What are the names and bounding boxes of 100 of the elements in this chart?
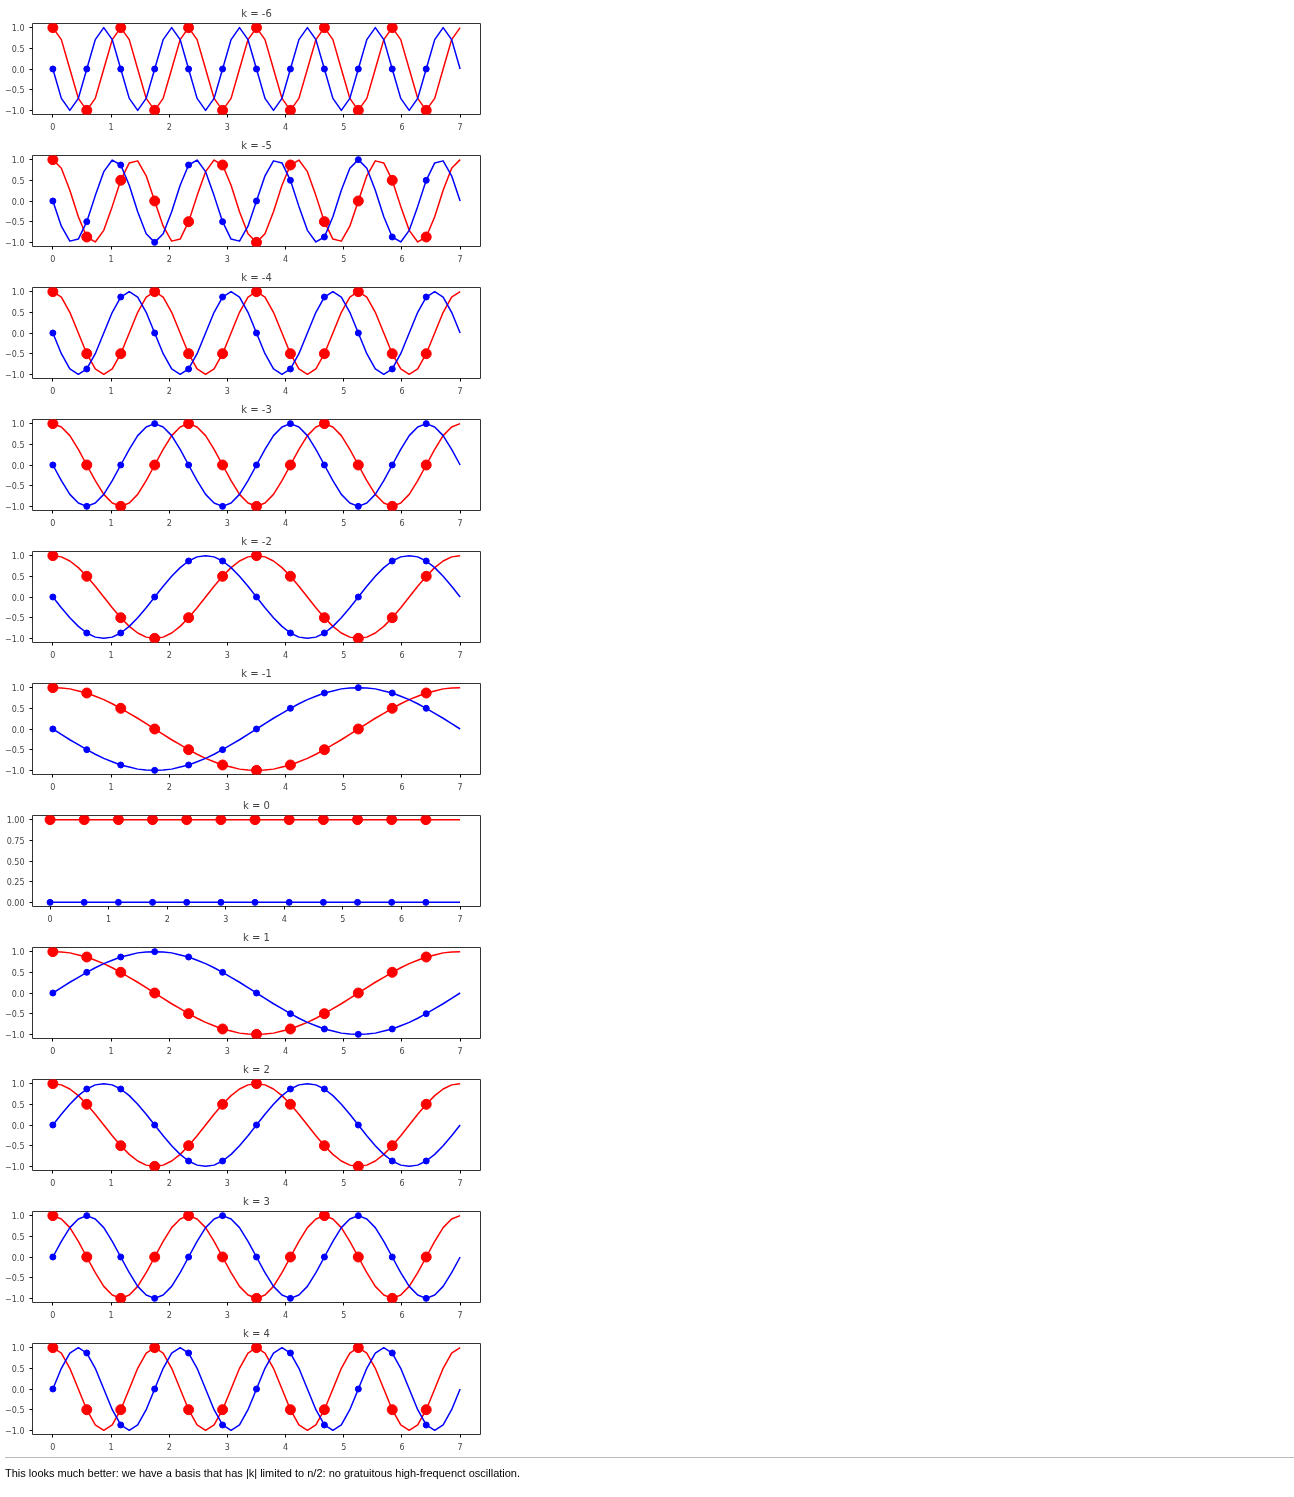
point [318, 348, 330, 360]
y-tick-label: 1.0 [11, 1344, 25, 1354]
x-tick-label: 2 [166, 1442, 172, 1452]
point [49, 65, 57, 73]
y-tick-label: 0.5 [11, 440, 25, 450]
point [115, 500, 127, 511]
y-tick-label: 0.5 [11, 968, 25, 978]
point [117, 629, 125, 637]
x-tick-label: 6 [399, 1310, 405, 1320]
point [253, 65, 260, 73]
point [49, 1253, 57, 1261]
chart-title: k = -3 [241, 403, 272, 415]
x-tick-label: 7 [457, 1442, 463, 1452]
point [149, 632, 161, 643]
point [185, 365, 193, 373]
x-tick-label: 2 [166, 650, 172, 660]
point [185, 65, 193, 73]
y-tick-label: −1.0 [5, 1162, 25, 1172]
point [422, 557, 430, 565]
x-tick-label: 1 [108, 1310, 114, 1320]
y-tick-label: 1.0 [11, 420, 25, 430]
y-tick-label: −0.5 [5, 218, 25, 228]
point [47, 683, 59, 694]
point [253, 593, 260, 601]
point [149, 987, 161, 999]
point [183, 1404, 195, 1416]
point [117, 293, 125, 301]
x-tick-label: 6 [399, 650, 405, 660]
y-tick-label: 0.0 [11, 1121, 25, 1131]
y-tick-label: 0.5 [11, 1364, 25, 1374]
x-tick-label: 0 [50, 254, 56, 264]
point [115, 1140, 127, 1152]
x-tick-label: 4 [283, 1178, 289, 1188]
x-tick-label: 6 [399, 1046, 405, 1056]
point [352, 1160, 364, 1171]
point [388, 461, 396, 469]
point [354, 593, 362, 601]
x-tick-label: 3 [223, 914, 229, 924]
point [286, 1349, 294, 1357]
y-tick-label: 1.0 [11, 24, 25, 34]
point [253, 989, 260, 997]
point [251, 1079, 262, 1090]
y-tick-label: 0.5 [11, 176, 25, 186]
y-tick-label: 0.5 [11, 1232, 25, 1242]
x-tick-label: 3 [224, 1046, 230, 1056]
y-tick-label: 1.0 [11, 156, 25, 166]
point [352, 104, 364, 115]
point [422, 293, 430, 301]
y-tick-label: 1.0 [11, 1212, 25, 1222]
point [83, 1085, 91, 1093]
text: This looks much better: we have a basis that has |k| limited to n/2: no gratuitous high-frequenct oscillation. [5, 1457, 1294, 1482]
x-tick-label: 2 [166, 518, 172, 528]
x-tick-label: 6 [399, 518, 405, 528]
x-tick-label: 7 [457, 782, 463, 792]
point [115, 348, 127, 360]
chart-title: k = -5 [241, 139, 272, 151]
point [253, 1385, 260, 1393]
point [251, 287, 262, 298]
point [83, 502, 91, 510]
point [83, 1212, 91, 1220]
point [151, 238, 159, 246]
point [149, 287, 161, 298]
point [219, 1157, 227, 1165]
point [320, 65, 328, 73]
point [217, 1023, 229, 1035]
point [251, 500, 262, 511]
x-tick-label: 0 [50, 1178, 56, 1188]
point [219, 218, 227, 226]
point [320, 1025, 328, 1033]
chart-title: k = -4 [241, 271, 272, 283]
y-tick-label: 0.50 [6, 857, 25, 867]
point [388, 1349, 396, 1357]
point [388, 365, 396, 373]
x-tick-label: 3 [224, 1310, 230, 1320]
x-tick-label: 6 [399, 254, 405, 264]
point [286, 1294, 294, 1302]
x-tick-label: 6 [399, 386, 405, 396]
x-tick-label: 1 [108, 1442, 114, 1452]
point [286, 65, 294, 73]
point [185, 1253, 193, 1261]
x-tick-label: 5 [341, 386, 347, 396]
point [386, 702, 398, 714]
point [320, 689, 328, 697]
point [49, 593, 57, 601]
point [185, 761, 193, 769]
point [83, 746, 91, 754]
chart-title: k = -2 [241, 535, 272, 547]
x-tick-label: 5 [340, 914, 346, 924]
y-tick-label: 0.0 [11, 1253, 25, 1263]
point [83, 65, 91, 73]
x-tick-label: 5 [341, 1310, 347, 1320]
point [219, 1421, 227, 1429]
point [286, 1010, 294, 1018]
x-tick-label: 2 [166, 122, 172, 132]
point [352, 987, 364, 999]
y-tick-label: −1.0 [5, 502, 25, 512]
x-tick-label: 5 [341, 254, 347, 264]
y-tick-label: −1.0 [5, 106, 25, 116]
x-tick-label: 5 [341, 518, 347, 528]
point [253, 725, 260, 733]
